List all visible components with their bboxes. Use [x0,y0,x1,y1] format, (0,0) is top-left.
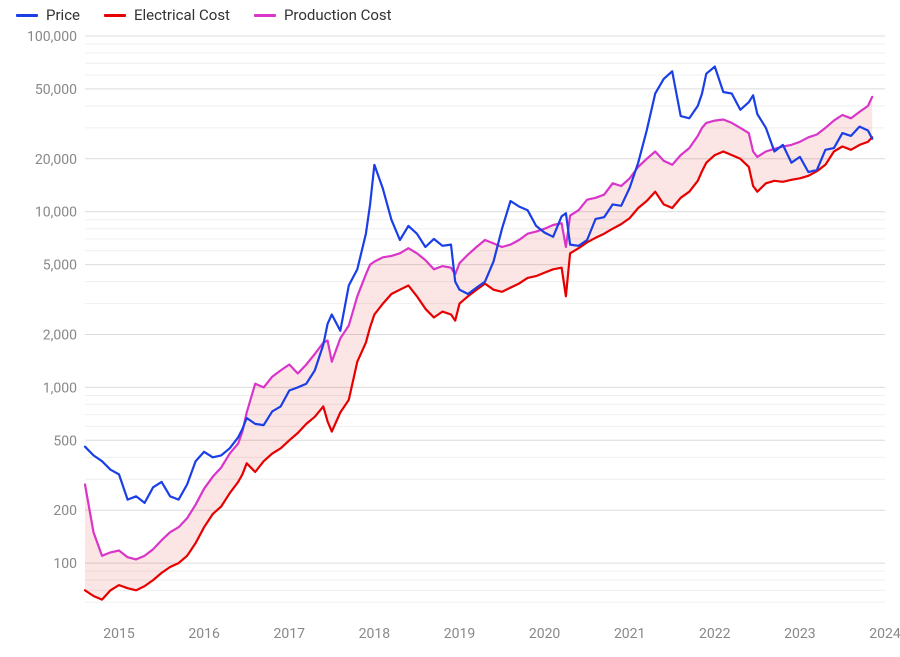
y-tick-label: 500 [53,433,77,449]
cost-price-chart: Price Electrical Cost Production Cost 10… [0,0,900,657]
x-tick-label: 2022 [699,626,731,642]
x-tick-label: 2020 [529,626,561,642]
legend-item-electrical: Electrical Cost [104,6,230,24]
x-tick-label: 2017 [274,626,306,642]
x-tick-label: 2019 [444,626,475,642]
y-tick-label: 200 [53,503,77,519]
fill-between-area [85,97,872,600]
y-tick-label: 10,000 [35,205,77,221]
y-tick-label: 20,000 [35,152,77,168]
legend-swatch-electrical [104,14,126,17]
x-tick-label: 2018 [359,626,391,642]
y-tick-label: 100,000 [27,29,77,45]
x-tick-label: 2024 [869,626,900,642]
legend-item-production: Production Cost [254,6,392,24]
legend-swatch-production [254,14,276,17]
x-tick-label: 2016 [188,626,220,642]
y-tick-label: 1,000 [43,380,77,396]
legend-label-price: Price [46,6,80,24]
y-tick-label: 2,000 [43,328,77,344]
legend-item-price: Price [16,6,80,24]
y-tick-label: 5,000 [43,258,77,274]
legend: Price Electrical Cost Production Cost [0,0,900,24]
legend-label-electrical: Electrical Cost [134,6,230,24]
legend-label-production: Production Cost [284,6,392,24]
x-tick-label: 2021 [614,626,645,642]
plot-area: 100 200 500 1,000 2,000 5,000 10,000 20,000 50,0… [0,24,900,653]
x-tick-label: 2023 [784,626,815,642]
series-electrical-cost [85,137,872,599]
legend-swatch-price [16,14,38,17]
y-tick-label: 100 [53,556,77,572]
y-tick-label: 50,000 [35,82,77,98]
x-tick-label: 2015 [103,626,135,642]
